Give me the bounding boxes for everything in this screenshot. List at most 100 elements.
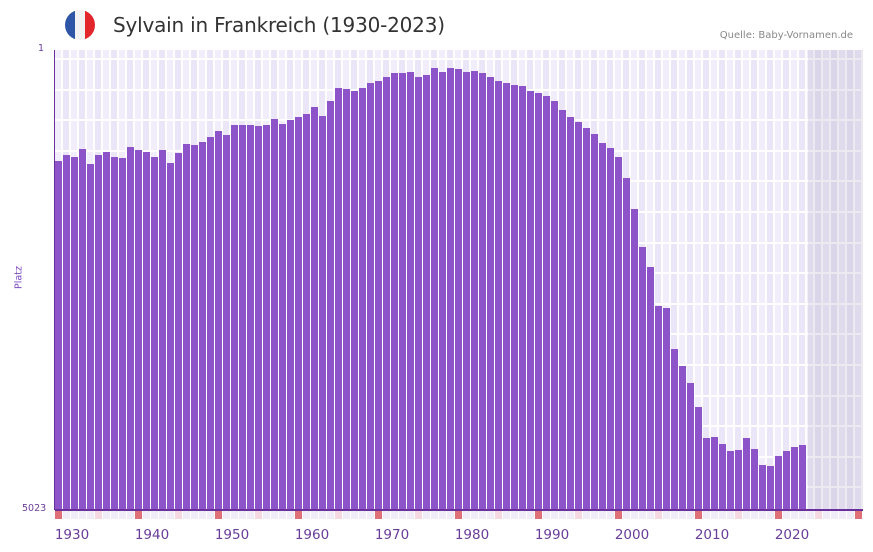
bar-1944[interactable]	[167, 163, 174, 510]
bar-2019[interactable]	[767, 466, 774, 510]
grid-column	[735, 50, 741, 510]
bar-1964[interactable]	[327, 101, 334, 510]
bar-1958[interactable]	[279, 124, 286, 510]
bar-2022[interactable]	[791, 447, 798, 510]
bar-2023[interactable]	[799, 445, 806, 510]
bar-1955[interactable]	[255, 126, 262, 510]
bar-1954[interactable]	[247, 125, 254, 510]
bar-1988[interactable]	[519, 86, 526, 510]
bar-1978[interactable]	[439, 72, 446, 510]
bar-1937[interactable]	[111, 157, 118, 510]
bar-1940[interactable]	[135, 150, 142, 510]
bar-1968[interactable]	[359, 88, 366, 510]
bar-1938[interactable]	[119, 158, 126, 510]
bar-2000[interactable]	[615, 157, 622, 510]
year-marker	[167, 511, 174, 519]
bar-2008[interactable]	[679, 366, 686, 510]
bar-1976[interactable]	[423, 75, 430, 510]
bar-2016[interactable]	[743, 438, 750, 510]
bar-1999[interactable]	[607, 148, 614, 510]
bar-1932[interactable]	[71, 157, 78, 510]
bar-2004[interactable]	[647, 267, 654, 510]
grid-line	[55, 58, 863, 60]
bar-1956[interactable]	[263, 125, 270, 510]
bar-1974[interactable]	[407, 72, 414, 510]
bar-1969[interactable]	[367, 83, 374, 510]
bar-1951[interactable]	[223, 135, 230, 510]
bar-1967[interactable]	[351, 91, 358, 510]
bar-1980[interactable]	[455, 69, 462, 510]
bar-1945[interactable]	[175, 153, 182, 510]
bar-2017[interactable]	[751, 449, 758, 510]
bar-1986[interactable]	[503, 83, 510, 510]
bar-1989[interactable]	[527, 91, 534, 510]
bar-1965[interactable]	[335, 88, 342, 510]
bar-1998[interactable]	[599, 143, 606, 510]
bar-1957[interactable]	[271, 119, 278, 510]
bar-1962[interactable]	[311, 107, 318, 510]
bar-1930[interactable]	[55, 161, 62, 510]
bar-1993[interactable]	[559, 110, 566, 510]
bar-1972[interactable]	[391, 73, 398, 510]
bar-1990[interactable]	[535, 93, 542, 510]
bar-2018[interactable]	[759, 465, 766, 510]
bar-2011[interactable]	[703, 438, 710, 510]
bar-1936[interactable]	[103, 152, 110, 510]
bar-1948[interactable]	[199, 142, 206, 510]
bar-1973[interactable]	[399, 73, 406, 510]
bar-1981[interactable]	[463, 72, 470, 510]
bar-2003[interactable]	[639, 247, 646, 510]
bar-1975[interactable]	[415, 77, 422, 510]
bar-1931[interactable]	[63, 155, 70, 510]
bar-1991[interactable]	[543, 96, 550, 510]
bar-1983[interactable]	[479, 73, 486, 510]
bar-2005[interactable]	[655, 306, 662, 510]
bar-1952[interactable]	[231, 125, 238, 510]
bar-2006[interactable]	[663, 308, 670, 510]
bar-2001[interactable]	[623, 178, 630, 510]
bar-1970[interactable]	[375, 81, 382, 510]
bar-1947[interactable]	[191, 145, 198, 510]
bar-2007[interactable]	[671, 349, 678, 510]
bar-2012[interactable]	[711, 437, 718, 510]
bar-2013[interactable]	[719, 444, 726, 510]
bar-1959[interactable]	[287, 120, 294, 510]
bar-2020[interactable]	[775, 456, 782, 510]
bar-1941[interactable]	[143, 152, 150, 510]
x-tick-1930: 1930	[54, 527, 90, 543]
bar-1996[interactable]	[583, 128, 590, 510]
bar-1992[interactable]	[551, 101, 558, 510]
bar-2009[interactable]	[687, 383, 694, 510]
bar-1966[interactable]	[343, 89, 350, 510]
year-marker	[575, 511, 582, 519]
bar-1953[interactable]	[239, 125, 246, 510]
bar-2014[interactable]	[727, 451, 734, 510]
bar-1933[interactable]	[79, 149, 86, 510]
bar-1961[interactable]	[303, 114, 310, 510]
bar-1935[interactable]	[95, 155, 102, 510]
bar-1942[interactable]	[151, 157, 158, 510]
bar-2010[interactable]	[695, 407, 702, 510]
bar-1960[interactable]	[295, 117, 302, 510]
bar-1977[interactable]	[431, 68, 438, 510]
bar-2015[interactable]	[735, 450, 742, 510]
bar-1994[interactable]	[567, 117, 574, 510]
bar-1950[interactable]	[215, 131, 222, 510]
bar-1934[interactable]	[87, 164, 94, 510]
bar-1984[interactable]	[487, 77, 494, 510]
bar-1997[interactable]	[591, 134, 598, 510]
bar-1982[interactable]	[471, 71, 478, 510]
bar-1987[interactable]	[511, 85, 518, 510]
bar-2021[interactable]	[783, 451, 790, 510]
bar-1943[interactable]	[159, 150, 166, 510]
bar-1995[interactable]	[575, 122, 582, 510]
bar-1979[interactable]	[447, 68, 454, 510]
bar-1985[interactable]	[495, 81, 502, 510]
bar-1946[interactable]	[183, 144, 190, 510]
bar-1963[interactable]	[319, 116, 326, 510]
year-marker	[119, 511, 126, 519]
bar-2002[interactable]	[631, 209, 638, 510]
bar-1971[interactable]	[383, 77, 390, 510]
bar-1949[interactable]	[207, 137, 214, 510]
bar-1939[interactable]	[127, 147, 134, 510]
